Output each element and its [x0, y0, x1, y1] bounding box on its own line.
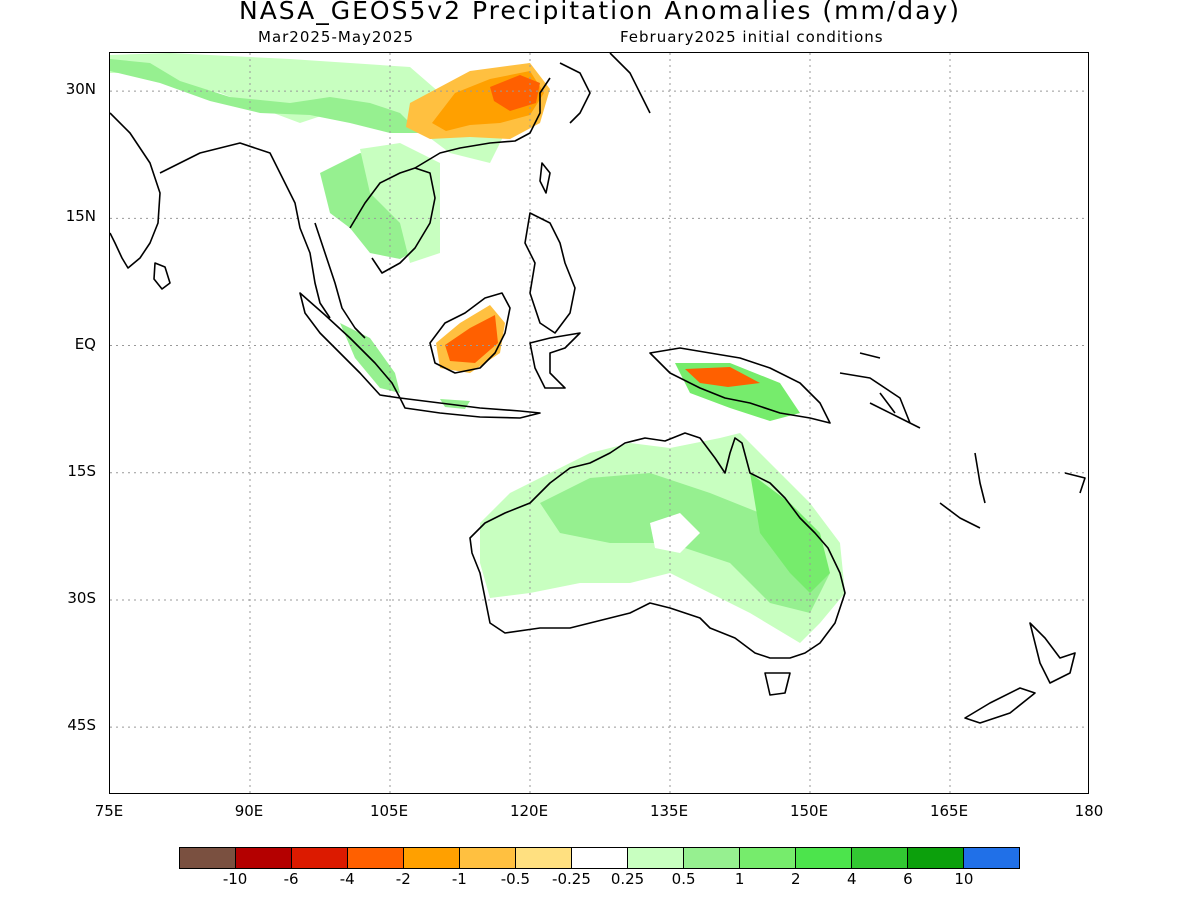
colorbar-swatch [628, 848, 684, 868]
coast-philippines [524, 212, 576, 334]
colorbar-swatch [516, 848, 572, 868]
coast-tasmania [764, 672, 791, 696]
colorbar-tick-label: 4 [847, 870, 857, 888]
coast-bay-of-bengal [159, 142, 331, 319]
lon-tick-label: 165E [929, 802, 969, 820]
coast-sumatra [299, 292, 401, 399]
colorbar-tick-label: -0.25 [552, 870, 591, 888]
lat-tick-label: 15S [67, 461, 96, 480]
lon-tick-label: 150E [789, 802, 829, 820]
coast-fiji [1064, 472, 1086, 494]
lon-tick-label: 75E [94, 802, 124, 820]
coast-sulawesi [529, 332, 581, 389]
lon-tick-label: 120E [509, 802, 549, 820]
initial-conditions: February2025 initial conditions [620, 28, 884, 46]
lon-tick-label: 135E [649, 802, 689, 820]
map-title: NASA_GEOS5v2 Precipitation Anomalies (mm… [239, 0, 961, 25]
coast-india [110, 112, 161, 269]
forecast-period: Mar2025-May2025 [258, 28, 415, 46]
colorbar-tick-label: -4 [339, 870, 355, 888]
coast-korea [559, 62, 591, 124]
colorbar-tick-label: -2 [395, 870, 411, 888]
anomaly-australia-dry-hole [650, 513, 700, 553]
lat-tick-label: 45S [67, 716, 96, 735]
colorbar-tick-label: -10 [222, 870, 248, 888]
colorbar-swatch [572, 848, 628, 868]
coast-borneo [429, 292, 511, 374]
lon-tick-label: 90E [234, 802, 264, 820]
coast-new-guinea [649, 347, 831, 424]
anomaly-indochina-wet-2 [360, 143, 440, 263]
coast-malay-peninsula [314, 222, 366, 339]
colorbar-tick-label: -0.5 [500, 870, 531, 888]
coast-nz-south [964, 687, 1036, 724]
lon-tick-label: 105E [369, 802, 409, 820]
coast-nz-north [1029, 622, 1076, 684]
lon-tick-label: 180 [1074, 802, 1104, 820]
colorbar-tick-label: 6 [903, 870, 913, 888]
colorbar-swatch [964, 848, 1019, 868]
coast-japan [609, 53, 651, 114]
colorbar-tick-label: -6 [283, 870, 299, 888]
lat-tick-label: 15N [65, 207, 96, 226]
colorbar-swatch [796, 848, 852, 868]
coast-solomons [869, 402, 921, 429]
colorbar-swatch [852, 848, 908, 868]
colorbar-tick-label: 0.5 [671, 870, 696, 888]
coast-png-islands [839, 352, 911, 424]
colorbar-swatch [180, 848, 236, 868]
coast-australia [469, 432, 846, 659]
lat-tick-label: EQ [74, 334, 96, 353]
colorbar-tick-label: 0.25 [610, 870, 645, 888]
colorbar-tick-label: 2 [790, 870, 801, 888]
map-gridlines [110, 53, 1088, 793]
colorbar-tick-label: -1 [451, 870, 467, 888]
anomaly-field [110, 53, 845, 643]
precipitation-anomaly-map [110, 53, 1088, 793]
anomaly-east-china-dry-3 [490, 75, 540, 111]
map-plot-area [109, 52, 1089, 794]
colorbar [179, 847, 1020, 869]
coast-sri-lanka [153, 262, 171, 290]
coast-new-caledonia [939, 502, 981, 529]
coast-taiwan [539, 162, 551, 194]
coast-indochina [349, 167, 436, 274]
coast-vanuatu [974, 452, 986, 504]
colorbar-tick-label: 1 [734, 870, 745, 888]
coast-china [414, 77, 551, 169]
colorbar-swatch [292, 848, 348, 868]
coastlines [110, 53, 1086, 724]
colorbar-swatch [404, 848, 460, 868]
colorbar-swatch [236, 848, 292, 868]
colorbar-swatch [348, 848, 404, 868]
lat-tick-label: 30N [65, 80, 96, 99]
anomaly-borneo-dry-2 [445, 315, 498, 363]
colorbar-tick-label: 10 [954, 870, 974, 888]
colorbar-swatch [740, 848, 796, 868]
colorbar-swatch [908, 848, 964, 868]
anomaly-newguinea-dry [685, 367, 760, 387]
anomaly-himalaya-wet-2 [110, 59, 420, 133]
colorbar-swatch [684, 848, 740, 868]
colorbar-swatch [460, 848, 516, 868]
lat-tick-label: 30S [67, 588, 96, 607]
coast-java [399, 397, 541, 419]
